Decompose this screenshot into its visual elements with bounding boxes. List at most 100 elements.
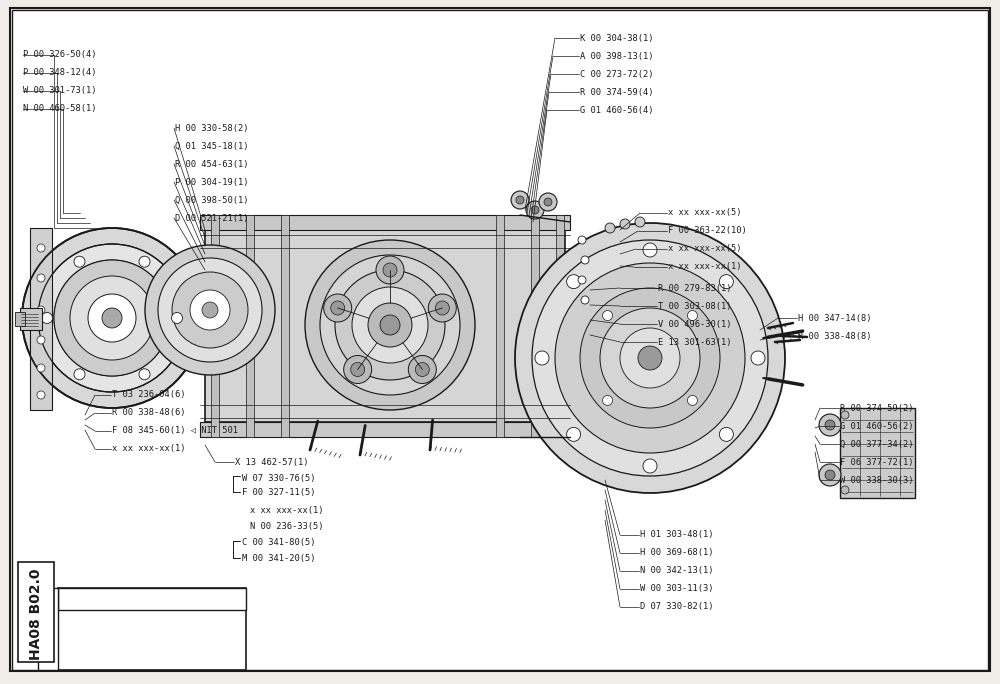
Bar — [556, 215, 564, 437]
Circle shape — [539, 193, 557, 211]
Circle shape — [567, 428, 581, 441]
Circle shape — [74, 256, 85, 267]
Circle shape — [578, 276, 586, 284]
Text: Z 01 437-95: Z 01 437-95 — [63, 592, 151, 605]
Circle shape — [620, 328, 680, 388]
Text: C 00 273-72(2): C 00 273-72(2) — [580, 70, 654, 79]
Circle shape — [819, 414, 841, 436]
Text: P 00 348-12(4): P 00 348-12(4) — [23, 68, 96, 77]
Circle shape — [351, 363, 365, 376]
Circle shape — [600, 308, 700, 408]
Text: 1-74: 1-74 — [38, 625, 58, 635]
Circle shape — [37, 306, 45, 314]
Circle shape — [841, 411, 849, 419]
Circle shape — [567, 275, 581, 289]
Circle shape — [37, 244, 45, 252]
Circle shape — [320, 255, 460, 395]
Circle shape — [819, 464, 841, 486]
Text: MOTOR HIDRUALICO: MOTOR HIDRUALICO — [63, 650, 143, 659]
Circle shape — [580, 288, 720, 428]
Bar — [15, 312, 25, 326]
Text: x xx xxx-xx(5): x xx xxx-xx(5) — [668, 244, 742, 254]
Bar — [840, 408, 915, 498]
Circle shape — [841, 486, 849, 494]
Text: N 00 342-13(1): N 00 342-13(1) — [640, 566, 714, 575]
Circle shape — [331, 301, 345, 315]
Circle shape — [643, 243, 657, 257]
Circle shape — [42, 313, 52, 324]
Bar — [281, 215, 289, 437]
Text: G 01 460-56(4): G 01 460-56(4) — [580, 105, 654, 114]
Circle shape — [719, 428, 733, 441]
Text: W 00 301-73(1): W 00 301-73(1) — [23, 86, 96, 96]
Text: X 13 462-57(1): X 13 462-57(1) — [235, 458, 308, 466]
Circle shape — [37, 336, 45, 344]
Text: M 00 341-20(5): M 00 341-20(5) — [242, 553, 316, 562]
Circle shape — [415, 363, 429, 376]
Text: N 00 236-33(5): N 00 236-33(5) — [250, 521, 324, 531]
Circle shape — [139, 369, 150, 380]
Circle shape — [719, 275, 733, 289]
Text: MOTEUR HYDRAULIQUE NU: MOTEUR HYDRAULIQUE NU — [63, 611, 168, 620]
Circle shape — [526, 201, 544, 219]
Circle shape — [435, 301, 449, 315]
Circle shape — [825, 470, 835, 480]
Text: V 00 496-30(1): V 00 496-30(1) — [658, 319, 732, 328]
Text: R 00 374-59(4): R 00 374-59(4) — [580, 88, 654, 96]
Bar — [58, 588, 246, 670]
Circle shape — [172, 313, 182, 324]
Text: x xx xxx-xx(5): x xx xxx-xx(5) — [668, 209, 742, 218]
Bar — [200, 215, 570, 230]
Circle shape — [145, 245, 275, 375]
Text: x xx xxx-xx(1): x xx xxx-xx(1) — [668, 263, 742, 272]
Text: W 00 303-11(3): W 00 303-11(3) — [640, 585, 714, 594]
Circle shape — [352, 287, 428, 363]
Text: HYDRAULIK MOTOR ALLEIN: HYDRAULIK MOTOR ALLEIN — [63, 637, 173, 646]
Text: R 00 454-63(1): R 00 454-63(1) — [175, 159, 248, 168]
Bar — [205, 222, 565, 422]
Bar — [30, 228, 52, 410]
Bar — [58, 588, 246, 610]
Circle shape — [581, 256, 589, 264]
Text: W 00 338-30(3): W 00 338-30(3) — [840, 475, 914, 484]
Circle shape — [531, 206, 539, 214]
Bar — [18, 562, 54, 662]
Circle shape — [635, 217, 645, 227]
Text: Q 00 398-50(1): Q 00 398-50(1) — [175, 196, 248, 205]
Circle shape — [638, 346, 662, 370]
Text: H 00 369-68(1): H 00 369-68(1) — [640, 549, 714, 557]
Text: BASIC HYDRAULIC MOTOR: BASIC HYDRAULIC MOTOR — [63, 624, 168, 633]
Circle shape — [511, 191, 529, 209]
Circle shape — [380, 315, 400, 335]
Circle shape — [202, 302, 218, 318]
Text: K 00 304-38(1): K 00 304-38(1) — [580, 34, 654, 42]
Circle shape — [88, 294, 136, 342]
Circle shape — [408, 356, 436, 384]
Circle shape — [54, 260, 170, 376]
Text: G 01 460-56(2): G 01 460-56(2) — [840, 421, 914, 430]
Circle shape — [376, 256, 404, 284]
Circle shape — [555, 263, 745, 453]
Text: D 00 521-21(1): D 00 521-21(1) — [175, 213, 248, 222]
Text: A 00 398-13(1): A 00 398-13(1) — [580, 51, 654, 60]
Circle shape — [532, 240, 768, 476]
Circle shape — [37, 391, 45, 399]
Text: H 00 347-14(8): H 00 347-14(8) — [798, 313, 872, 322]
Bar — [246, 215, 254, 437]
Circle shape — [687, 311, 697, 321]
Circle shape — [22, 228, 202, 408]
Text: R 00 338-48(6): R 00 338-48(6) — [112, 408, 186, 417]
Circle shape — [603, 311, 613, 321]
Circle shape — [335, 270, 445, 380]
Text: T 03 236-04(6): T 03 236-04(6) — [112, 391, 186, 399]
Bar — [531, 215, 539, 437]
Circle shape — [751, 351, 765, 365]
Circle shape — [603, 395, 613, 406]
Text: T 00 303-08(1): T 00 303-08(1) — [658, 302, 732, 311]
Text: Q 00 377-34(2): Q 00 377-34(2) — [840, 440, 914, 449]
Circle shape — [578, 236, 586, 244]
Circle shape — [825, 420, 835, 430]
Text: F 06 377-72(1): F 06 377-72(1) — [840, 458, 914, 466]
Circle shape — [383, 263, 397, 277]
Text: R 00 338-48(8): R 00 338-48(8) — [798, 332, 872, 341]
